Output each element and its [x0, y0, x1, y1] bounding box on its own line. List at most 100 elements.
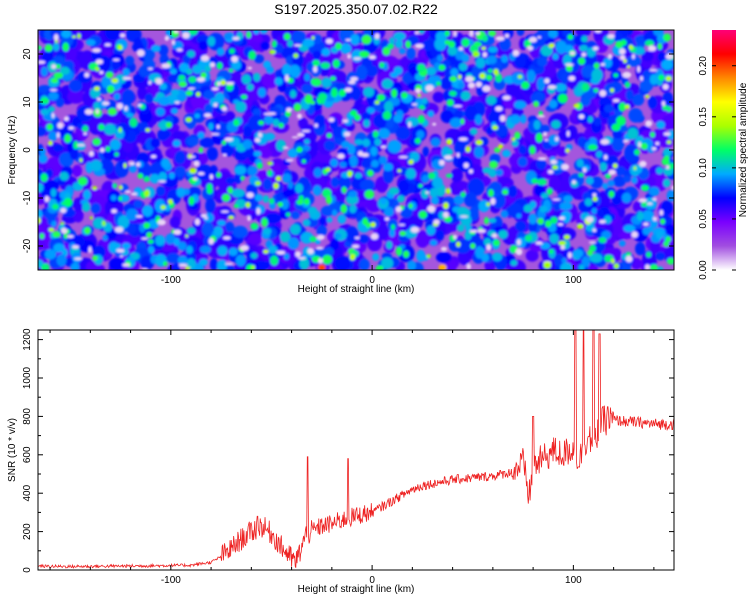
spectrogram-cell [540, 45, 553, 57]
spectrogram-gap [224, 137, 234, 142]
spectrogram-cell [611, 258, 615, 264]
spectrogram-cell [489, 160, 498, 169]
spectrogram-cell [660, 218, 666, 225]
spectrogram-cell [195, 91, 201, 97]
spectrogram-cell [92, 186, 97, 191]
spectrogram-cell [384, 101, 394, 113]
spectrogram-gap [285, 159, 294, 162]
spectrogram-cell [165, 121, 172, 128]
spectrogram-cell [93, 86, 100, 91]
spectrogram-cell [601, 230, 611, 240]
spectrogram-cell [426, 225, 436, 236]
snr-panel: -100 0 100 0 200 400 600 800 1000 1200 Height of… [7, 328, 675, 595]
spectrogram-cell [302, 38, 315, 48]
spectrogram-cell [622, 175, 632, 183]
spectrogram-cell [359, 50, 370, 58]
spectrogram-cell [463, 192, 477, 208]
spectrogram-cell [107, 107, 117, 116]
spectrogram-gap [155, 78, 163, 85]
spectrogram-cell [468, 206, 479, 221]
spectrogram-y-tick-label: -10 [22, 190, 33, 205]
spectrogram-cell [318, 92, 327, 102]
spectrogram-cell [401, 92, 408, 99]
spectrogram-y-ticks: -20 -10 0 10 20 [22, 48, 674, 253]
spectrogram-gap [456, 152, 460, 158]
spectrogram-cell [330, 238, 340, 251]
spectrogram-cell [603, 215, 612, 224]
spectrogram-cell [143, 222, 151, 229]
spectrogram-cell [90, 202, 101, 214]
spectrogram-cell [38, 126, 47, 137]
spectrogram-cell [157, 128, 172, 140]
spectrogram-cell [156, 186, 166, 197]
spectrogram-cell [417, 115, 425, 124]
spectrogram-cell [576, 159, 584, 168]
spectrogram-cell [464, 40, 469, 46]
spectrogram-cell [625, 89, 634, 101]
spectrogram-cell [312, 59, 320, 67]
spectrogram-cell [488, 218, 497, 223]
spectrogram-gap [623, 139, 629, 143]
spectrogram-cell [264, 115, 274, 125]
spectrogram-cell [487, 55, 497, 65]
spectrogram-gap [286, 107, 293, 113]
spectrogram-x-tick-label: 100 [565, 275, 582, 286]
spectrogram-cell [598, 237, 607, 244]
spectrogram-cell [584, 198, 593, 207]
spectrogram-gap [157, 219, 166, 226]
spectrogram-cell [273, 182, 279, 189]
spectrogram-cell [253, 72, 261, 82]
spectrogram-cell [84, 226, 91, 235]
spectrogram-gap [535, 241, 543, 245]
spectrogram-cell [289, 64, 301, 78]
spectrogram-cell [40, 173, 48, 182]
spectrogram-gap [296, 132, 305, 137]
spectrogram-cell [330, 177, 340, 188]
spectrogram-cell [460, 118, 465, 125]
spectrogram-cell [482, 167, 492, 174]
spectrogram-cell [83, 189, 91, 200]
spectrogram-cell [185, 90, 193, 96]
spectrogram-cell [624, 81, 631, 88]
spectrogram-cell [610, 88, 615, 93]
spectrogram-cell [224, 32, 233, 40]
spectrogram-cell [594, 40, 609, 53]
spectrogram-cell [92, 255, 98, 261]
spectrogram-y-tick-label: 10 [22, 96, 33, 108]
spectrogram-cell [98, 123, 105, 131]
spectrogram-cell [405, 40, 411, 49]
spectrogram-gap [112, 58, 120, 61]
spectrogram-gap [619, 55, 626, 61]
spectrogram-cell [371, 159, 379, 168]
spectrogram-gap [220, 210, 229, 213]
spectrogram-cell [334, 82, 347, 92]
spectrogram-gap [353, 57, 362, 60]
spectrogram-cell [549, 99, 558, 109]
spectrogram-gap [567, 252, 572, 259]
spectrogram-cell [296, 146, 303, 153]
spectrogram-cell [160, 158, 170, 169]
spectrogram-gap [136, 49, 145, 57]
spectrogram-cell [187, 227, 196, 235]
spectrogram-cell [548, 43, 555, 48]
spectrogram-cell [158, 44, 169, 56]
spectrogram-cell [188, 76, 197, 83]
spectrogram-cell [663, 179, 671, 188]
spectrogram-cell [38, 183, 44, 193]
spectrogram-cell [253, 151, 262, 157]
spectrogram-cell [464, 230, 472, 241]
spectrogram-cell [612, 163, 618, 169]
spectrogram-cell [487, 68, 493, 74]
spectrogram-cell [514, 100, 527, 109]
spectrogram-cell [565, 148, 570, 153]
spectrogram-cell [529, 201, 537, 209]
spectrogram-cell [240, 94, 247, 100]
spectrogram-gap [354, 236, 360, 240]
spectrogram-cell [361, 159, 372, 169]
spectrogram-cell [526, 69, 536, 83]
spectrogram-cell [44, 44, 53, 52]
spectrogram-cell [501, 55, 508, 63]
spectrogram-cell [198, 40, 208, 51]
spectrogram-gap [665, 53, 674, 60]
spectrogram-gap [491, 233, 498, 238]
